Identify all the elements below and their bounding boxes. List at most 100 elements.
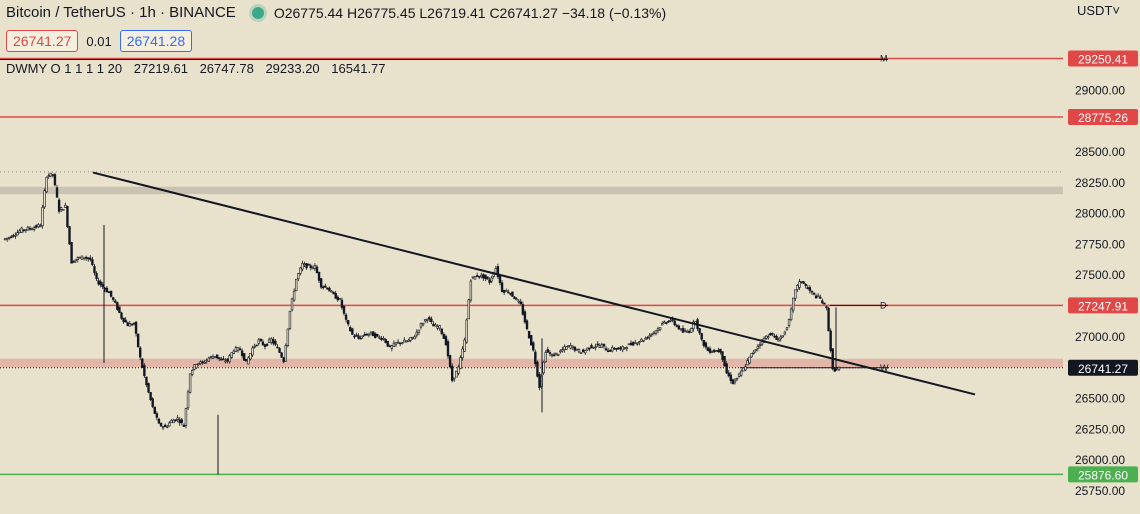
y-tick-label: 29000.00	[1075, 83, 1125, 97]
candle-body	[829, 330, 832, 351]
candle-body	[80, 255, 84, 260]
candle-body	[804, 283, 807, 286]
candle-body	[796, 285, 799, 290]
candle-body	[111, 297, 115, 300]
y-tick-label: 28500.00	[1075, 145, 1125, 159]
candle-body	[359, 337, 362, 340]
candle-body	[240, 350, 244, 357]
candle-body	[62, 209, 65, 211]
candle-body	[178, 419, 181, 424]
candle-body	[197, 363, 200, 365]
candle-body	[525, 320, 529, 330]
zone-band	[0, 186, 1063, 195]
candle-body	[294, 278, 298, 292]
price-levels	[0, 57, 1063, 476]
candle-body	[230, 352, 233, 358]
candle-body	[575, 348, 579, 351]
candle-body	[769, 333, 772, 336]
market-status-icon	[251, 6, 264, 19]
candle-body	[444, 336, 448, 346]
candle-body	[507, 291, 510, 294]
candle-body	[794, 289, 797, 299]
candle-body	[344, 314, 348, 320]
indicator-value: 16541.77	[331, 61, 386, 76]
candle-body	[633, 342, 637, 344]
symbol-title[interactable]: Bitcoin / TetherUS · 1h · BINANCE	[6, 4, 236, 21]
indicator-legend[interactable]: DWMY O 1 1 1 1 20 27219.61 26747.78 2923…	[6, 61, 394, 76]
candle-body	[74, 259, 77, 262]
candle-body	[159, 422, 163, 427]
candle-body	[365, 333, 369, 336]
candle-body	[712, 349, 716, 352]
candle-body	[20, 227, 23, 233]
candle-body	[783, 331, 787, 335]
candle-body	[91, 259, 94, 266]
candle-body	[170, 420, 173, 423]
candle-body	[394, 342, 398, 345]
candle-body	[309, 265, 312, 268]
buy-button[interactable]: 26741.28	[119, 30, 193, 52]
candle-body	[84, 256, 88, 259]
sell-button[interactable]: 26741.27	[6, 30, 79, 52]
y-tick-label: 28000.00	[1075, 207, 1125, 221]
candle-body	[26, 226, 30, 231]
candle-body	[340, 299, 344, 308]
y-tick-label: 26250.00	[1075, 422, 1125, 436]
candle-body	[311, 267, 315, 270]
candle-body	[37, 224, 40, 228]
candle-body	[519, 301, 522, 305]
candle-body	[746, 360, 749, 366]
candle-body	[789, 308, 793, 321]
candle-body	[378, 336, 381, 339]
candle-body	[97, 280, 100, 285]
candle-body	[579, 352, 583, 354]
last-price-label: 26741.27	[1078, 362, 1128, 376]
candle-body	[434, 324, 437, 327]
zone-band	[0, 358, 1063, 368]
candle-body	[546, 349, 550, 353]
candle-body	[615, 347, 618, 350]
candle-body	[488, 279, 491, 283]
candle-body	[752, 351, 755, 354]
candle-body	[401, 342, 404, 344]
candle-body	[338, 298, 342, 300]
candle-body	[72, 261, 75, 263]
candle-body	[388, 345, 391, 348]
candle-body	[232, 350, 235, 354]
candle-body	[55, 187, 59, 198]
candle-body	[717, 349, 720, 352]
candle-body	[700, 333, 703, 340]
candle-body	[14, 234, 17, 237]
candle-body	[28, 227, 32, 230]
candle-body	[685, 330, 689, 333]
candle-body	[334, 293, 337, 299]
candle-body	[68, 226, 71, 245]
candle-body	[290, 298, 294, 311]
candle-body	[631, 342, 635, 346]
candle-body	[554, 352, 558, 355]
candle-body	[775, 335, 778, 340]
candle-body	[242, 353, 246, 361]
candle-body	[800, 280, 803, 283]
candle-body	[413, 336, 416, 340]
candle-body	[450, 365, 454, 381]
price-level-label: 25876.60	[1078, 468, 1128, 482]
candle-body	[153, 406, 156, 414]
price-level-tag	[1068, 466, 1138, 483]
price-level-label: 28775.26	[1078, 111, 1128, 125]
candle-body	[128, 323, 132, 327]
candle-body	[319, 278, 323, 288]
candle-body	[166, 426, 169, 428]
candle-body	[496, 266, 500, 277]
candle-body	[798, 281, 801, 288]
candle-body	[57, 199, 61, 212]
candle-body	[448, 355, 452, 367]
currency-selector[interactable]: USDT˅	[1077, 3, 1120, 18]
candle-body	[253, 346, 256, 348]
candle-body	[396, 341, 400, 344]
candle-body	[257, 339, 260, 344]
candle-body	[155, 413, 159, 418]
indicator-name: DWMY O 1 1 1 1 20	[6, 61, 123, 76]
candle-body	[297, 273, 300, 279]
